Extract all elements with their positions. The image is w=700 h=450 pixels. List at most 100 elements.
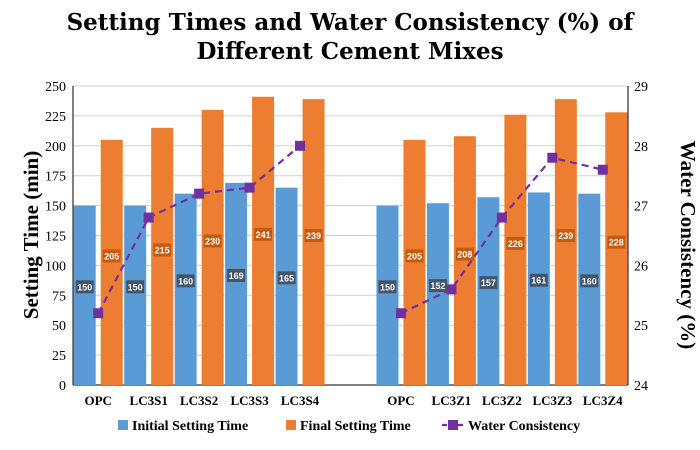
data-label-bg-final [102, 249, 121, 263]
legend-label-water: Water Consistency [468, 419, 580, 434]
data-label-bg-final [556, 229, 575, 243]
data-label-initial: 165 [279, 273, 294, 283]
data-label-bg-initial [580, 274, 599, 288]
data-label-bg-final [607, 235, 626, 249]
left-tick-label: 75 [52, 289, 66, 304]
data-label-bg-final [304, 229, 323, 243]
water-consistency-marker [194, 188, 205, 199]
data-label-bg-initial [529, 273, 548, 287]
category-label: LC3Z4 [583, 393, 623, 408]
chart-title-line-1: Setting Times and Water Consistency (%) … [67, 9, 636, 36]
legend-label-final: Final Setting Time [300, 419, 411, 434]
data-label-final: 228 [609, 238, 624, 248]
data-label-final: 205 [407, 251, 422, 261]
data-label-initial: 169 [229, 271, 244, 281]
data-label-initial: 161 [531, 276, 546, 286]
legend: Initial Setting Time Final Setting Time Wa… [118, 419, 580, 434]
bar-initial-setting-time [527, 192, 550, 385]
right-tick-label: 24 [634, 379, 648, 394]
bar-initial-setting-time [578, 193, 601, 385]
data-label-bg-initial [75, 280, 94, 294]
bar-initial-setting-time [376, 205, 399, 385]
data-label-bg-initial [126, 280, 145, 294]
data-label-initial: 150 [380, 282, 395, 292]
data-label-bg-initial [277, 271, 296, 285]
water-consistency-marker [244, 182, 255, 193]
category-label: LC3Z3 [532, 393, 572, 408]
data-label-bg-initial [428, 279, 447, 293]
data-label-final: 208 [457, 250, 472, 260]
data-label-bg-final [506, 236, 525, 250]
water-consistency-marker [446, 284, 457, 295]
left-tick-label: 200 [45, 140, 66, 155]
data-label-final: 215 [155, 245, 170, 255]
right-axis-ticks: 24 25 26 27 28 29 [634, 80, 648, 394]
data-label-bg-final [203, 234, 222, 248]
data-label-bg-initial [378, 280, 397, 294]
data-label-final: 205 [104, 251, 119, 261]
left-tick-label: 100 [45, 259, 66, 274]
data-label-initial: 160 [582, 276, 597, 286]
left-tick-label: 125 [45, 230, 66, 245]
category-label: OPC [387, 393, 414, 408]
data-label-final: 226 [508, 239, 523, 249]
category-label: LC3S4 [281, 393, 320, 408]
data-label-final: 241 [256, 230, 271, 240]
right-tick-label: 25 [634, 319, 648, 334]
category-label: OPC [85, 393, 112, 408]
category-label: LC3S2 [180, 393, 218, 408]
left-tick-label: 250 [45, 80, 66, 95]
bars [73, 96, 628, 386]
left-tick-label: 150 [45, 200, 66, 215]
water-consistency-line [97, 144, 301, 314]
bar-initial-setting-time [426, 203, 449, 385]
data-label-final: 239 [306, 231, 321, 241]
data-label-bg-initial [176, 274, 195, 288]
data-label-initial: 157 [481, 278, 496, 288]
left-tick-label: 50 [52, 319, 66, 334]
right-tick-label: 27 [634, 200, 648, 215]
water-consistency-marker [597, 164, 608, 175]
data-label-bg-final [405, 249, 424, 263]
category-label: LC3S1 [130, 393, 168, 408]
bar-initial-setting-time [225, 182, 248, 385]
water-consistency-marker [395, 308, 406, 319]
water-consistency-line-layer [93, 140, 608, 319]
right-tick-label: 26 [634, 259, 648, 274]
chart-title-line-2: Different Cement Mixes [196, 38, 503, 65]
water-consistency-marker [295, 140, 306, 151]
legend-swatch-initial [118, 420, 128, 430]
data-label-bg-final [254, 227, 273, 241]
left-tick-label: 25 [52, 349, 66, 364]
legend-swatch-final [286, 420, 296, 430]
bar-initial-setting-time [73, 205, 96, 385]
left-axis-ticks: 0 25 50 75 100 125 150 175 200 225 250 [45, 80, 66, 394]
data-labels: 150 205 150 215 160 230 169 241 165 239 150 205 152 2… [75, 227, 626, 294]
data-label-bg-final [455, 247, 474, 261]
left-tick-label: 175 [45, 170, 66, 185]
data-label-initial: 152 [430, 281, 445, 291]
data-label-final: 230 [205, 236, 220, 246]
right-tick-label: 29 [634, 80, 648, 95]
data-label-final: 239 [558, 231, 573, 241]
left-tick-label: 0 [59, 379, 66, 394]
right-tick-label: 28 [634, 140, 648, 155]
bar-initial-setting-time [124, 205, 147, 385]
data-label-bg-initial [227, 268, 246, 282]
water-consistency-marker [496, 212, 507, 223]
water-consistency-marker [547, 152, 558, 163]
left-tick-label: 225 [45, 110, 66, 125]
left-axis-title: Setting Time (min) [19, 151, 43, 319]
data-label-initial: 150 [128, 282, 143, 292]
legend-marker-water [448, 420, 458, 430]
water-consistency-marker [143, 212, 154, 223]
data-label-initial: 160 [178, 276, 193, 286]
category-labels: OPC LC3S1 LC3S2 LC3S3 LC3S4 OPC LC3Z1 LC3Z2 LC3Z… [85, 393, 624, 408]
category-label: LC3S3 [230, 393, 269, 408]
data-label-bg-initial [479, 276, 498, 290]
bar-initial-setting-time [174, 193, 197, 385]
right-axis-title: Water Consistency (%) [676, 141, 700, 349]
data-label-bg-final [153, 243, 172, 257]
category-label: LC3Z2 [482, 393, 522, 408]
